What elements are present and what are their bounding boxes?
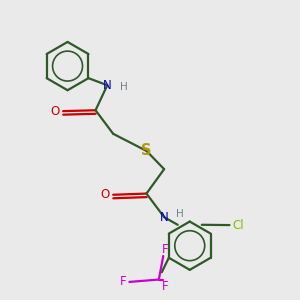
- Text: O: O: [100, 188, 110, 201]
- Text: F: F: [161, 243, 168, 256]
- Text: N: N: [103, 79, 112, 92]
- Text: N: N: [160, 211, 169, 224]
- Text: F: F: [120, 275, 126, 288]
- Text: F: F: [161, 280, 168, 293]
- Text: Cl: Cl: [232, 219, 244, 232]
- Text: H: H: [120, 82, 128, 92]
- Text: H: H: [176, 209, 184, 219]
- Text: O: O: [50, 105, 59, 118]
- Text: S: S: [141, 143, 152, 158]
